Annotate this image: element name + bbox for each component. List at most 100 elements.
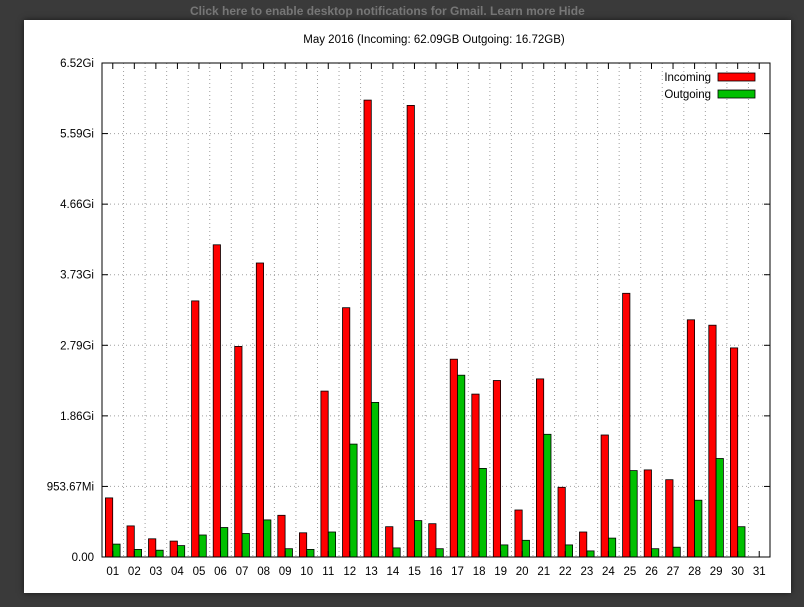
x-tick-label: 24 [602, 566, 615, 578]
bar-outgoing-17 [457, 374, 466, 558]
bar-incoming-02 [126, 525, 135, 558]
x-tick-label: 10 [300, 566, 313, 578]
x-tick-label: 25 [624, 566, 637, 578]
notification-banner-text: Click here to enable desktop notificatio… [190, 4, 585, 18]
bar-outgoing-08 [263, 519, 272, 558]
bar-incoming-25 [622, 292, 631, 558]
bar-incoming-05 [191, 300, 200, 558]
bar-outgoing-27 [672, 546, 681, 558]
bar-incoming-26 [643, 469, 652, 558]
bar-outgoing-26 [651, 548, 660, 558]
x-tick-label: 27 [667, 566, 680, 578]
x-tick-label: 23 [580, 566, 593, 578]
bar-incoming-01 [105, 497, 114, 558]
legend-swatch-incoming [717, 72, 756, 82]
bar-incoming-09 [277, 514, 286, 558]
bar-incoming-18 [471, 393, 480, 558]
y-tick-label: 6.52Gi [60, 58, 94, 70]
bar-incoming-07 [234, 345, 243, 558]
x-tick-label: 07 [236, 566, 249, 578]
bar-incoming-11 [320, 390, 329, 558]
bar-outgoing-03 [155, 549, 164, 558]
x-tick-label: 01 [106, 566, 119, 578]
bar-outgoing-10 [306, 549, 315, 558]
bar-incoming-15 [406, 105, 415, 558]
y-tick-label: 1.86Gi [60, 411, 94, 423]
bar-incoming-06 [212, 244, 221, 558]
bar-outgoing-14 [392, 547, 401, 558]
bar-incoming-16 [428, 523, 437, 558]
bar-outgoing-06 [220, 527, 229, 558]
chart-popup: May 2016 (Incoming: 62.09GB Outgoing: 16… [24, 20, 791, 593]
y-tick-label: 953.67Mi [47, 481, 94, 493]
bar-outgoing-22 [564, 544, 573, 558]
x-tick-label: 02 [128, 566, 141, 578]
bar-outgoing-18 [478, 467, 487, 558]
bar-incoming-12 [342, 307, 351, 558]
legend-swatch-outgoing [717, 89, 756, 99]
x-tick-label: 06 [214, 566, 227, 578]
x-tick-label: 15 [408, 566, 421, 578]
x-tick-label: 04 [171, 566, 184, 578]
bar-outgoing-20 [521, 539, 530, 558]
x-tick-label: 31 [753, 566, 766, 578]
bar-outgoing-12 [349, 443, 358, 558]
x-tick-label: 14 [387, 566, 400, 578]
bar-incoming-24 [600, 434, 609, 558]
x-tick-label: 03 [149, 566, 162, 578]
bar-outgoing-29 [715, 458, 724, 558]
x-tick-label: 20 [516, 566, 529, 578]
x-tick-label: 28 [688, 566, 701, 578]
x-tick-label: 16 [430, 566, 443, 578]
bar-outgoing-02 [133, 549, 143, 558]
y-tick-label: 4.66Gi [60, 199, 94, 211]
x-tick-label: 17 [451, 566, 464, 578]
y-tick-label: 3.73Gi [60, 270, 94, 282]
bar-incoming-20 [514, 509, 523, 558]
bar-incoming-04 [169, 540, 178, 558]
x-tick-label: 26 [645, 566, 658, 578]
x-tick-label: 18 [473, 566, 486, 578]
bar-outgoing-19 [500, 544, 509, 558]
x-tick-label: 30 [731, 566, 744, 578]
bar-outgoing-25 [629, 470, 638, 558]
bar-outgoing-11 [327, 531, 336, 558]
bar-outgoing-07 [241, 533, 250, 558]
bar-outgoing-23 [586, 550, 595, 558]
bar-outgoing-04 [176, 545, 186, 558]
x-tick-label: 19 [494, 566, 507, 578]
x-tick-label: 22 [559, 566, 572, 578]
y-tick-label: 2.79Gi [60, 340, 94, 352]
bar-outgoing-24 [608, 537, 617, 558]
x-tick-label: 05 [193, 566, 206, 578]
bar-outgoing-09 [284, 548, 293, 558]
bar-incoming-28 [686, 319, 695, 558]
x-tick-label: 09 [279, 566, 292, 578]
x-tick-label: 29 [710, 566, 723, 578]
bar-incoming-10 [298, 532, 308, 558]
bar-incoming-17 [449, 358, 458, 558]
bar-outgoing-21 [543, 433, 552, 558]
traffic-bar-chart: May 2016 (Incoming: 62.09GB Outgoing: 16… [47, 34, 771, 578]
bar-outgoing-13 [370, 401, 380, 558]
bar-incoming-22 [557, 486, 566, 558]
legend-label-outgoing: Outgoing [664, 89, 711, 101]
bar-incoming-21 [536, 378, 545, 558]
bar-incoming-27 [665, 479, 674, 558]
x-tick-label: 21 [537, 566, 550, 578]
y-tick-label: 0.00 [72, 552, 94, 564]
bar-incoming-13 [363, 99, 372, 558]
bar-incoming-23 [579, 531, 588, 558]
bar-outgoing-30 [737, 526, 746, 558]
x-tick-label: 08 [257, 566, 270, 578]
bar-incoming-30 [730, 347, 739, 558]
x-tick-label: 12 [343, 566, 356, 578]
x-tick-label: 13 [365, 566, 378, 578]
x-tick-label: 11 [322, 566, 334, 578]
bar-outgoing-28 [694, 499, 703, 558]
bar-outgoing-16 [435, 548, 444, 558]
bar-outgoing-15 [414, 520, 423, 558]
bar-incoming-29 [708, 324, 717, 558]
bar-incoming-14 [385, 526, 394, 558]
bar-incoming-19 [492, 380, 501, 558]
